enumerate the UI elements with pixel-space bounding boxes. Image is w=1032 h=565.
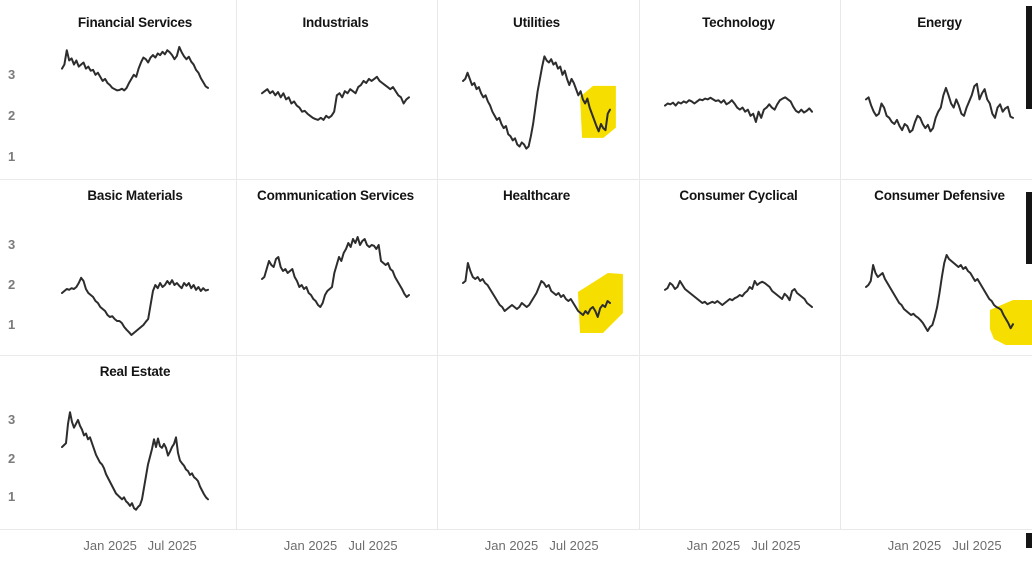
panel-title: Energy [917,15,962,30]
y-axis-tick-label: 2 [8,108,16,123]
trend-line [463,57,610,149]
panel-title: Communication Services [257,188,414,203]
y-axis-tick-label: 1 [8,317,16,332]
panel-title: Consumer Cyclical [679,188,798,203]
y-axis-tick-label: 3 [8,237,16,252]
grid-cell: Consumer Defensive [841,180,1032,356]
sparkline-chart-industrials [262,42,409,173]
sparkline-chart-consumer-defensive [866,213,1032,341]
grid-cell [438,356,640,530]
sparkline-chart-utilities [463,42,610,173]
sparkline-chart-basic-materials [62,213,208,341]
clipped-content-bar [1026,192,1032,264]
x-axis-tick-label: Jan 2025 [484,538,539,553]
grid-cell [640,356,841,530]
panel-title: Healthcare [502,188,571,203]
trend-line [262,77,409,120]
sparkline-chart-consumer-cyclical [665,213,812,341]
x-axis-tick-label: Jul 2025 [549,538,599,553]
trend-line [463,263,610,317]
x-axis-tick-label: Jan 2025 [686,538,741,553]
grid-cell: Financial Services [0,0,237,180]
y-axis-tick-label: 3 [8,412,16,427]
trend-line [62,278,208,335]
trend-line [866,84,1013,132]
x-axis-tick-label: Jul 2025 [147,538,197,553]
sparkline-chart-communication-services [262,213,409,341]
grid-cell: Healthcare [438,180,640,356]
grid-cell [841,356,1032,530]
y-axis-tick-label: 3 [8,67,16,82]
trend-line [665,98,812,123]
sparkline-chart-technology [665,42,812,173]
trend-line [262,237,409,307]
panel-title: Real Estate [99,364,171,379]
trend-line [62,412,208,510]
highlight-region [989,299,1032,345]
grid-cell: Basic Materials [0,180,237,356]
sparkline-chart-energy [866,42,1013,173]
y-axis-tick-label: 1 [8,489,16,505]
grid-cell: Consumer Cyclical [640,180,841,356]
grid-cell: Energy [841,0,1032,180]
panel-title: Consumer Defensive [874,188,1005,203]
grid-cell: Technology [640,0,841,180]
sparkline-chart-financial-services [62,42,208,173]
panel-title: Utilities [513,15,560,30]
trend-line [665,281,812,307]
y-axis-tick-label: 2 [8,277,16,292]
panel-title: Technology [702,15,775,30]
x-axis-tick-label: Jul 2025 [952,538,1002,553]
grid-cell [237,356,438,530]
grid-cell: Real Estate [0,356,237,530]
x-axis-tick-label: Jul 2025 [348,538,398,553]
sparkline-chart-real-estate [62,389,208,513]
x-axis-tick-label: Jan 2025 [887,538,942,553]
clipped-content-bar [1026,6,1032,109]
y-axis-tick-label: 1 [8,149,16,164]
x-axis-tick-label: Jan 2025 [283,538,338,553]
sparkline-chart-healthcare [463,213,610,341]
panel-title: Basic Materials [87,188,183,203]
trend-line [62,47,208,90]
grid-cell: Industrials [237,0,438,180]
grid-cell: Utilities [438,0,640,180]
highlight-region [577,273,623,333]
grid-cell: Communication Services [237,180,438,356]
panel-title: Industrials [302,15,369,30]
clipped-content-bar [1026,533,1032,548]
panel-title: Financial Services [77,15,193,30]
x-axis-tick-label: Jan 2025 [83,538,137,553]
y-axis-tick-label: 2 [8,450,16,466]
x-axis-tick-label: Jul 2025 [751,538,801,553]
trend-line [866,255,1013,331]
